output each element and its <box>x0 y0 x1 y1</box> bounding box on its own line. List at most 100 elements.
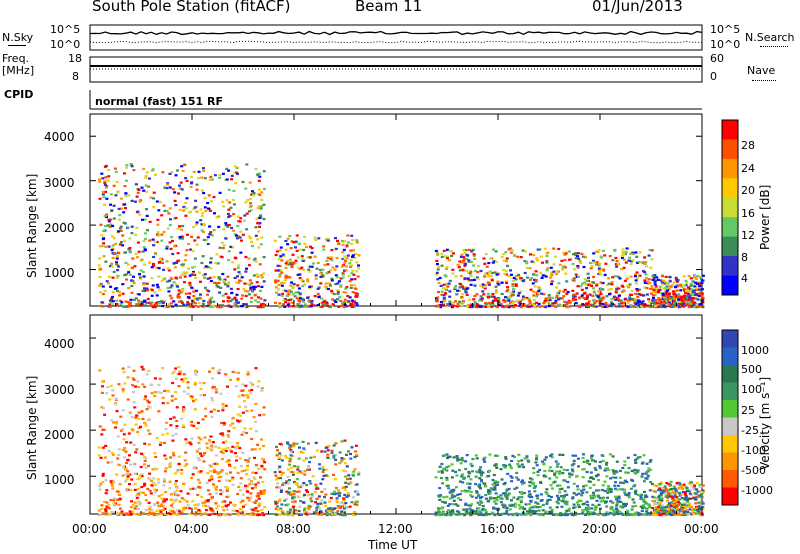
scatter-cell <box>644 277 648 280</box>
scatter-cell <box>336 298 339 301</box>
scatter-cell <box>520 480 524 484</box>
scatter-cell <box>603 480 607 483</box>
scatter-cell <box>577 275 580 278</box>
cpid-label: CPID <box>4 88 34 101</box>
scatter-cell <box>487 304 491 308</box>
scatter-cell <box>457 469 461 472</box>
scatter-cell <box>175 427 178 430</box>
scatter-cell <box>177 289 181 292</box>
scatter-cell <box>149 196 153 199</box>
scatter-cell <box>451 512 455 515</box>
scatter-cell <box>121 409 125 412</box>
scatter-cell <box>315 486 319 489</box>
scatter-cell <box>693 276 697 279</box>
scatter-cell <box>694 281 697 284</box>
scatter-cell <box>208 225 212 228</box>
scatter-cell <box>567 300 571 303</box>
scatter-cell <box>307 464 310 468</box>
scatter-cell <box>465 253 469 256</box>
scatter-cell <box>476 276 479 279</box>
scatter-cell <box>538 248 542 251</box>
scatter-cell <box>195 297 199 300</box>
scatter-cell <box>634 512 638 515</box>
scatter-cell <box>115 473 119 476</box>
scatter-cell <box>353 503 357 506</box>
nsky-tick-bottom: 10^0 <box>50 38 81 51</box>
scatter-cell <box>456 457 460 460</box>
scatter-cell <box>222 281 226 284</box>
scatter-cell <box>467 259 471 262</box>
scatter-cell <box>212 441 215 444</box>
scatter-cell <box>512 306 516 309</box>
scatter-cell <box>606 496 610 499</box>
scatter-cell <box>301 258 305 261</box>
scatter-cell <box>447 487 451 490</box>
scatter-cell <box>223 283 227 286</box>
scatter-cell <box>445 282 449 285</box>
scatter-cell <box>244 486 248 489</box>
scatter-cell <box>614 487 617 490</box>
scatter-cell <box>681 299 685 302</box>
scatter-cell <box>344 485 348 488</box>
scatter-cell <box>694 297 698 300</box>
scatter-cell <box>295 297 299 300</box>
scatter-cell <box>261 492 265 495</box>
scatter-cell <box>580 295 584 298</box>
scatter-cell <box>298 306 302 309</box>
scatter-cell <box>654 304 658 307</box>
scatter-cell <box>494 289 498 292</box>
scatter-cell <box>301 285 305 288</box>
scatter-cell <box>281 471 285 475</box>
scatter-cell <box>155 437 159 440</box>
scatter-cell <box>494 502 498 505</box>
scatter-cell <box>112 270 116 273</box>
scatter-cell <box>252 416 256 419</box>
scatter-cell <box>129 441 133 444</box>
scatter-cell <box>618 294 621 297</box>
scatter-cell <box>681 298 685 301</box>
scatter-cell <box>517 496 521 499</box>
scatter-cell <box>536 506 540 509</box>
scatter-cell <box>572 459 576 462</box>
scatter-cell <box>256 443 260 446</box>
scatter-cell <box>161 396 165 399</box>
scatter-cell <box>122 449 125 452</box>
scatter-cell <box>578 305 582 308</box>
scatter-cell <box>355 483 359 486</box>
scatter-cell <box>189 185 193 189</box>
scatter-cell <box>491 488 495 491</box>
scatter-cell <box>620 305 624 308</box>
scatter-cell <box>254 486 258 489</box>
scatter-cell <box>277 283 281 287</box>
scatter-cell <box>665 489 669 492</box>
scatter-cell <box>296 291 300 294</box>
scatter-cell <box>469 494 473 497</box>
scatter-cell <box>609 287 613 291</box>
scatter-cell <box>563 513 567 516</box>
scatter-cell <box>340 505 344 508</box>
scatter-cell <box>546 267 550 270</box>
scatter-cell <box>220 241 224 244</box>
scatter-cell <box>213 174 217 177</box>
scatter-cell <box>671 283 675 286</box>
scatter-cell <box>123 222 127 225</box>
scatter-cell <box>649 481 653 484</box>
scatter-cell <box>254 234 258 237</box>
scatter-cell <box>336 292 340 296</box>
scatter-cell <box>664 293 668 296</box>
scatter-cell <box>661 305 665 308</box>
scatter-cell <box>309 497 313 500</box>
scatter-cell <box>292 283 296 286</box>
scatter-cell <box>134 385 137 388</box>
scatter-cell <box>453 495 457 498</box>
scatter-cell <box>306 280 310 283</box>
scatter-cell <box>165 209 169 212</box>
scatter-cell <box>219 304 223 307</box>
scatter-cell <box>230 174 234 177</box>
scatter-cell <box>469 490 473 493</box>
scatter-cell <box>619 481 622 484</box>
scatter-cell <box>585 470 589 474</box>
scatter-cell <box>693 285 697 288</box>
scatter-cell <box>616 484 620 487</box>
scatter-cell <box>313 295 317 298</box>
